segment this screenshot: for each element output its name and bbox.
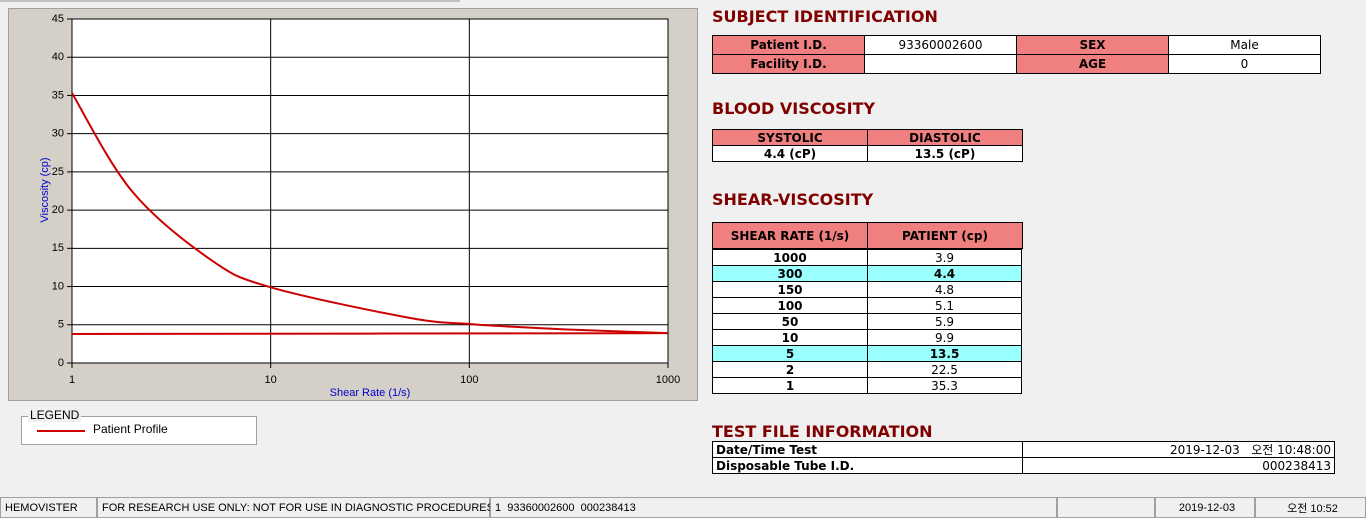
x-tick-label: 1000 bbox=[656, 374, 680, 386]
section-title: SHEAR-VISCOSITY bbox=[712, 190, 874, 209]
y-tick-label: 20 bbox=[52, 204, 64, 216]
patient-value: 22.5 bbox=[867, 361, 1022, 378]
patient-value: 35.3 bbox=[867, 377, 1022, 394]
legend-swatch bbox=[37, 430, 85, 432]
y-tick-label: 5 bbox=[58, 319, 64, 331]
status-cell: 1 93360002600 000238413 bbox=[490, 497, 1057, 518]
shear-rate: 100 bbox=[712, 297, 868, 314]
legend-entry: Patient Profile bbox=[93, 422, 168, 436]
field-value: 0 bbox=[1168, 54, 1321, 74]
field-label: Facility I.D. bbox=[712, 54, 865, 74]
status-cell: HEMOVISTER bbox=[0, 497, 97, 518]
shear-rate: 1000 bbox=[712, 249, 868, 266]
x-tick-label: 100 bbox=[460, 374, 478, 386]
shear-rate: 2 bbox=[712, 361, 868, 378]
plot-frame bbox=[71, 18, 669, 364]
shear-rate: 50 bbox=[712, 313, 868, 330]
column-header: SHEAR RATE (1/s) bbox=[712, 222, 868, 249]
patient-value: 4.4 bbox=[867, 265, 1022, 282]
y-tick-label: 35 bbox=[52, 89, 64, 101]
series-line bbox=[71, 332, 669, 335]
patient-value: 9.9 bbox=[867, 329, 1022, 346]
section-title: TEST FILE INFORMATION bbox=[712, 422, 933, 441]
status-cell bbox=[1057, 497, 1155, 518]
viscosity-value: 4.4 (cP) bbox=[712, 145, 868, 162]
field-label: Patient I.D. bbox=[712, 35, 865, 55]
x-tick-label: 1 bbox=[69, 374, 75, 386]
field-label: SEX bbox=[1016, 35, 1169, 55]
x-axis-title: Shear Rate (1/s) bbox=[330, 387, 411, 399]
y-tick-label: 30 bbox=[52, 128, 64, 140]
field-value: 000238413 bbox=[1022, 457, 1335, 474]
patient-value: 5.9 bbox=[867, 313, 1022, 330]
status-cell: 오전 10:52 bbox=[1255, 497, 1366, 518]
field-label: AGE bbox=[1016, 54, 1169, 74]
column-header: SYSTOLIC bbox=[712, 129, 868, 146]
x-tick-label: 10 bbox=[265, 374, 277, 386]
y-tick-label: 40 bbox=[52, 51, 64, 63]
patient-value: 13.5 bbox=[867, 345, 1022, 362]
section-title: SUBJECT IDENTIFICATION bbox=[712, 7, 938, 26]
y-tick-label: 25 bbox=[52, 166, 64, 178]
top-strip bbox=[0, 0, 460, 2]
column-header: PATIENT (cp) bbox=[867, 222, 1023, 249]
viscosity-value: 13.5 (cP) bbox=[867, 145, 1023, 162]
status-cell: FOR RESEARCH USE ONLY: NOT FOR USE IN DI… bbox=[97, 497, 494, 518]
y-tick-label: 10 bbox=[52, 280, 64, 292]
field-value: 93360002600 bbox=[864, 35, 1017, 55]
status-cell: 2019-12-03 bbox=[1155, 497, 1255, 518]
patient-value: 3.9 bbox=[867, 249, 1022, 266]
field-value bbox=[864, 54, 1017, 74]
chart: Viscosity (cp) Shear Rate (1/s) 0 5 10 15 20… bbox=[39, 13, 680, 399]
field-value: 2019-12-03 오전 10:48:00 bbox=[1022, 441, 1335, 458]
y-tick-label: 15 bbox=[52, 242, 64, 254]
plot-area bbox=[72, 19, 668, 363]
shear-rate: 5 bbox=[712, 345, 868, 362]
legend-title: LEGEND bbox=[28, 408, 82, 422]
column-header: DIASTOLIC bbox=[867, 129, 1023, 146]
y-tick-label: 45 bbox=[52, 13, 64, 25]
field-value: Male bbox=[1168, 35, 1321, 55]
y-axis-title: Viscosity (cp) bbox=[39, 157, 51, 222]
patient-value: 5.1 bbox=[867, 297, 1022, 314]
shear-rate: 1 bbox=[712, 377, 868, 394]
shear-rate: 10 bbox=[712, 329, 868, 346]
patient-value: 4.8 bbox=[867, 281, 1022, 298]
field-label: Date/Time Test bbox=[712, 441, 1023, 458]
shear-rate: 150 bbox=[712, 281, 868, 298]
shear-rate: 300 bbox=[712, 265, 868, 282]
section-title: BLOOD VISCOSITY bbox=[712, 99, 876, 118]
series-line bbox=[71, 92, 669, 335]
y-tick-label: 0 bbox=[58, 357, 64, 369]
field-label: Disposable Tube I.D. bbox=[712, 457, 1023, 474]
